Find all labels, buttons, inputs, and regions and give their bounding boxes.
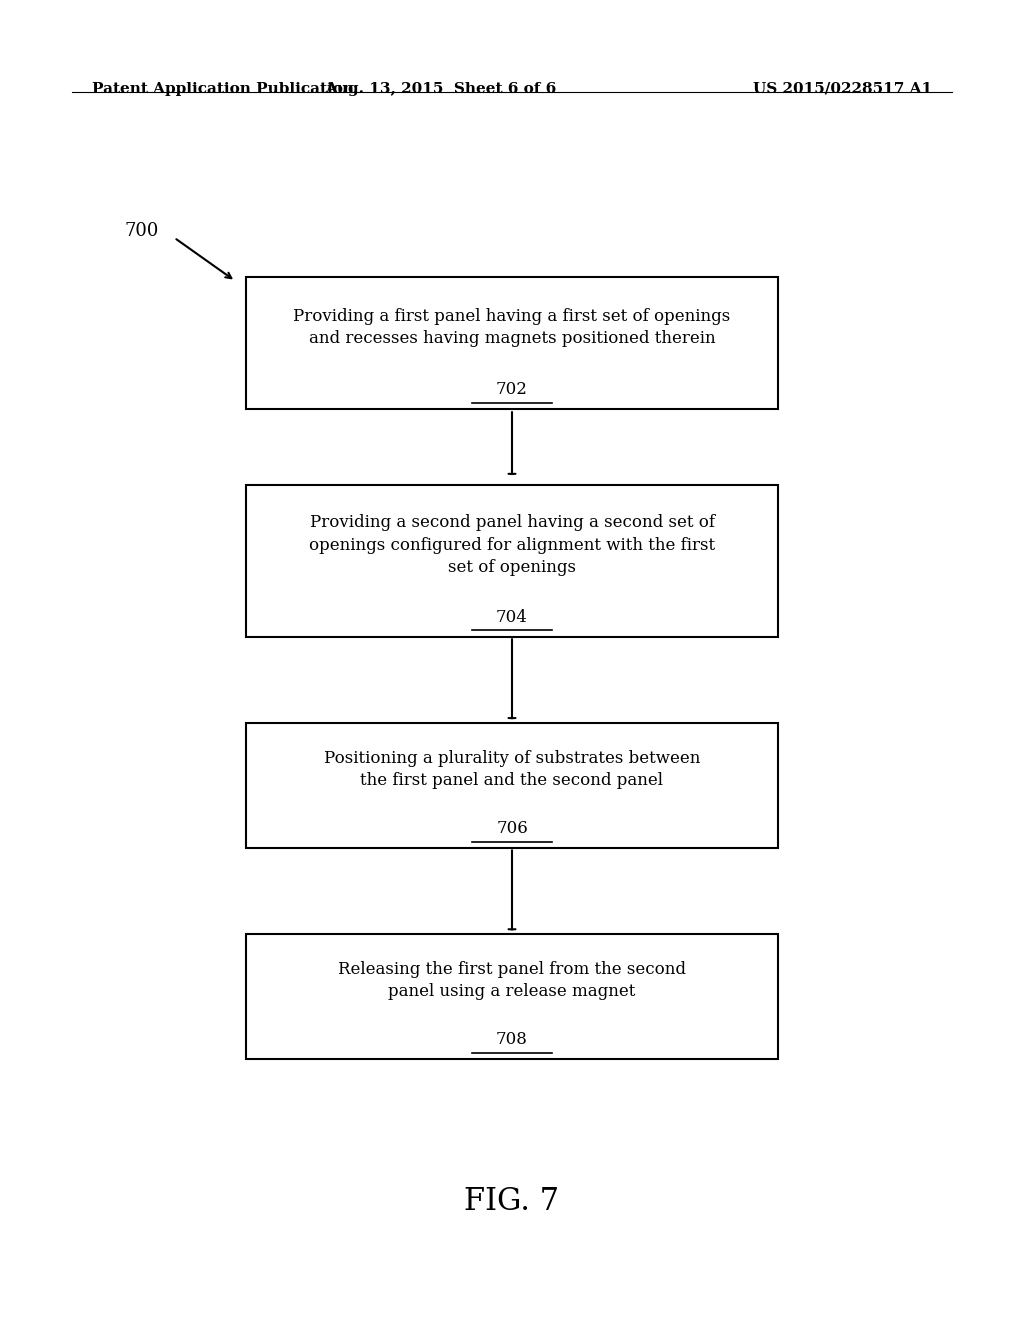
Text: Providing a first panel having a first set of openings
and recesses having magne: Providing a first panel having a first s… <box>293 308 731 347</box>
Text: FIG. 7: FIG. 7 <box>465 1185 559 1217</box>
Text: Positioning a plurality of substrates between
the first panel and the second pan: Positioning a plurality of substrates be… <box>324 750 700 789</box>
FancyBboxPatch shape <box>246 935 778 1059</box>
Text: Patent Application Publication: Patent Application Publication <box>92 82 354 96</box>
Text: 702: 702 <box>496 381 528 397</box>
Text: 706: 706 <box>496 820 528 837</box>
FancyBboxPatch shape <box>246 486 778 638</box>
FancyBboxPatch shape <box>246 277 778 409</box>
Text: Releasing the first panel from the second
panel using a release magnet: Releasing the first panel from the secon… <box>338 961 686 1001</box>
Text: US 2015/0228517 A1: US 2015/0228517 A1 <box>753 82 932 96</box>
Text: 700: 700 <box>124 222 159 240</box>
Text: Providing a second panel having a second set of
openings configured for alignmen: Providing a second panel having a second… <box>309 515 715 576</box>
Text: 704: 704 <box>496 609 528 626</box>
Text: Aug. 13, 2015  Sheet 6 of 6: Aug. 13, 2015 Sheet 6 of 6 <box>325 82 556 96</box>
FancyBboxPatch shape <box>246 722 778 847</box>
Text: 708: 708 <box>496 1031 528 1048</box>
